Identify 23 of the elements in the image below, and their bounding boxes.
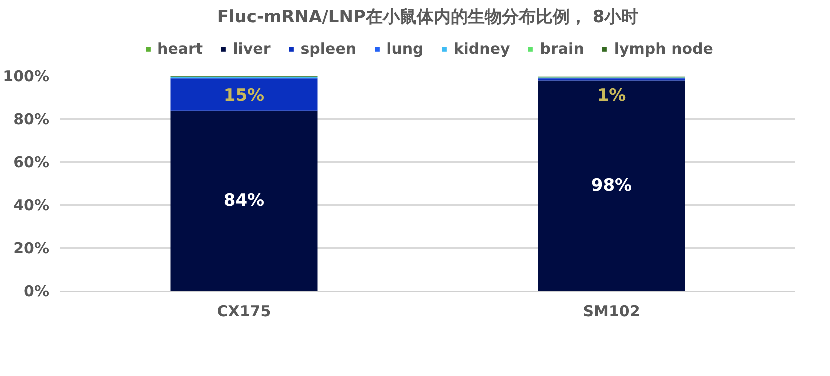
bar [170,78,318,111]
chart-title: Fluc-mRNA/LNP在小鼠体内的生物分布比例， 8小时 [217,8,639,28]
y-tick-label: 100% [3,68,50,86]
legend-label: spleen [300,40,357,58]
y-tick-label: 20% [14,240,50,258]
data-label: 98% [591,176,632,196]
legend-label: brain [540,40,584,58]
legend-label: lymph node [614,40,714,58]
legend-label: liver [233,40,271,58]
data-label: 84% [224,191,265,212]
legend-label: lung [386,40,424,58]
data-label: 1% [597,86,626,106]
bar [538,80,686,292]
data-label: 15% [224,86,265,106]
x-tick-label: SM102 [583,302,640,320]
legend-label: heart [158,40,204,58]
bar [170,110,318,292]
y-tick-label: 80% [14,110,50,128]
x-tick-label: CX175 [217,302,272,320]
y-tick-label: 40% [14,196,50,214]
y-tick-label: 0% [24,282,50,300]
legend-label: kidney [454,40,510,58]
y-tick-label: 60% [14,154,50,172]
